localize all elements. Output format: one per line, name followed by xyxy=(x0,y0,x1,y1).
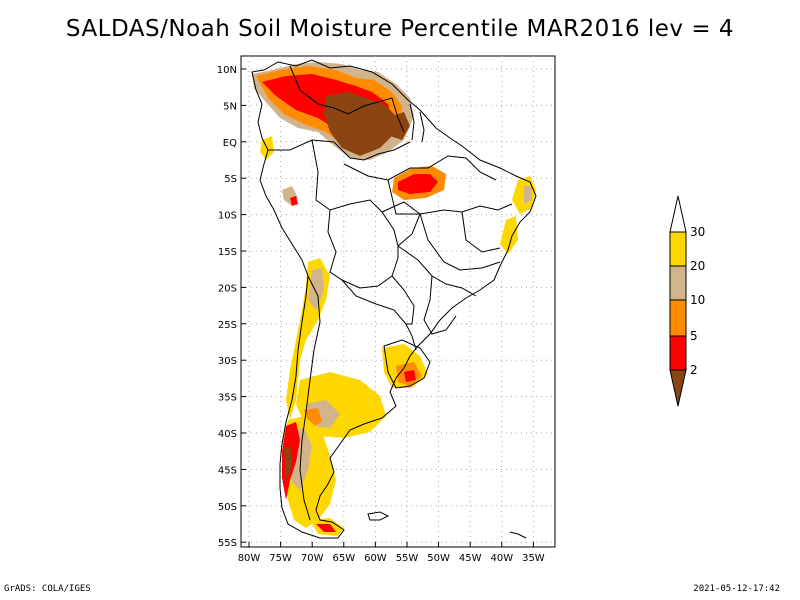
lat-label: 20S xyxy=(218,283,237,294)
coastline-borders xyxy=(251,59,537,539)
soil-moisture-shading xyxy=(252,62,536,536)
lat-label: 10N xyxy=(217,65,237,76)
border-paraguay-brazil xyxy=(391,275,415,325)
lon-label: 50W xyxy=(427,553,450,564)
border-bolivia xyxy=(327,201,421,289)
shade-east-brazil-yellow xyxy=(500,216,518,254)
lon-label: 45W xyxy=(459,553,482,564)
map-title: SALDAS/Noah Soil Moisture Percentile MAR… xyxy=(65,16,735,42)
shade-north-brown xyxy=(324,92,398,156)
lat-label: 35S xyxy=(218,393,237,404)
shade-ne-brazil-tan xyxy=(524,186,532,204)
footer-timestamp: 2021-05-12-17:42 xyxy=(693,584,780,594)
lat-label: 40S xyxy=(218,429,237,440)
lat-label: 50S xyxy=(218,502,237,513)
map-area xyxy=(240,55,556,548)
shade-peru-red xyxy=(290,196,298,206)
legend-segment-below-2 xyxy=(669,369,687,407)
legend-label-2: 2 xyxy=(690,363,698,377)
lat-label: 55S xyxy=(218,538,237,549)
shade-ne-brown xyxy=(388,112,410,140)
border-venezuela-colombia xyxy=(289,65,393,115)
legend-label-30: 30 xyxy=(690,225,705,239)
lat-label: 15S xyxy=(218,247,237,258)
south-georgia xyxy=(509,531,527,539)
shade-amazon-red xyxy=(398,174,438,194)
lat-label: 10S xyxy=(218,211,237,222)
border-brazil-states-3 xyxy=(419,211,501,271)
latitude-labels: 10N 5N EQ 5S 10S 15S 20S 25S 30S 35S 40S 45S 50S 55S xyxy=(217,65,237,549)
border-uruguay xyxy=(383,339,431,389)
border-brazil-states-2 xyxy=(387,179,513,215)
legend-segment-5-10 xyxy=(669,299,687,337)
legend-segment-10-20 xyxy=(669,265,687,301)
legend-segment-20-30 xyxy=(669,231,687,267)
legend-label-10: 10 xyxy=(690,293,705,307)
border-chile-argentina xyxy=(299,275,321,521)
legend-segment-above-30 xyxy=(669,195,687,233)
shade-tierra-red xyxy=(316,524,336,532)
border-brazil-states-1 xyxy=(343,155,497,181)
lon-label: 35W xyxy=(522,553,545,564)
coastline-south-america xyxy=(251,59,537,539)
border-peru-brazil xyxy=(311,139,399,247)
lon-label: 40W xyxy=(490,553,513,564)
lat-label: EQ xyxy=(223,138,237,149)
lon-label: 65W xyxy=(332,553,355,564)
lat-label: 5S xyxy=(224,174,237,185)
lat-label: 30S xyxy=(218,356,237,367)
lon-label: 55W xyxy=(396,553,419,564)
falklands xyxy=(367,511,390,521)
lon-label: 60W xyxy=(364,553,387,564)
lat-label: 45S xyxy=(218,465,237,476)
border-argentina-paraguay xyxy=(341,279,417,351)
footer-credit: GrADS: COLA/IGES xyxy=(4,584,91,594)
border-brazil-states-4 xyxy=(397,245,477,335)
legend-label-5: 5 xyxy=(690,329,698,343)
shade-andes-tan xyxy=(308,268,324,310)
shade-uruguay-red xyxy=(404,370,416,382)
lat-label: 25S xyxy=(218,320,237,331)
legend-segment-2-5 xyxy=(669,335,687,371)
border-colombia-peru-brazil xyxy=(268,139,411,161)
legend-label-20: 20 xyxy=(690,259,705,273)
border-guianas xyxy=(391,97,425,143)
legend-colorbar: 30 20 10 5 2 xyxy=(669,195,705,407)
lon-label: 70W xyxy=(301,553,324,564)
longitude-labels: 80W 75W 70W 65W 60W 55W 50W 45W 40W 35W xyxy=(238,553,545,564)
shade-chile-brown xyxy=(284,446,292,480)
lon-label: 80W xyxy=(238,553,261,564)
lat-label: 5N xyxy=(223,101,237,112)
lon-label: 75W xyxy=(269,553,292,564)
